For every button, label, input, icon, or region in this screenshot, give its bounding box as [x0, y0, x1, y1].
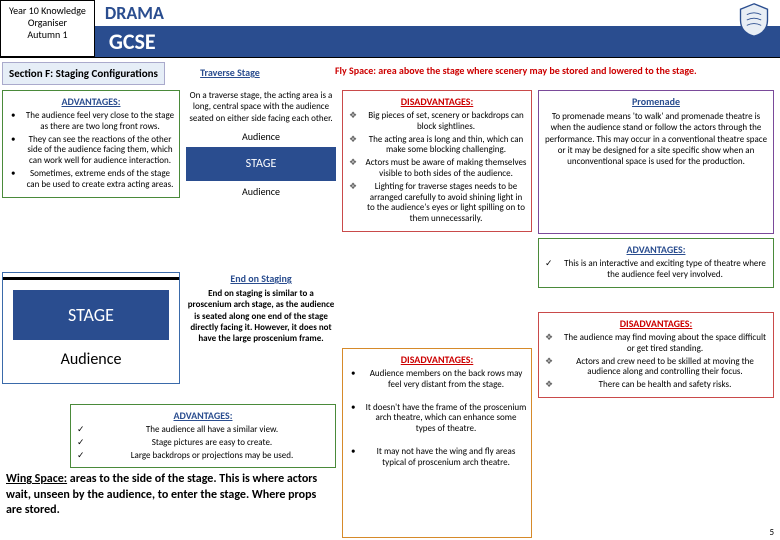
list-item: The audience may find moving about the s…: [553, 333, 769, 355]
list-item: They can see the reactions of the other …: [17, 135, 175, 167]
disadvantages-title: DISADVANTAGES:: [347, 95, 527, 108]
traverse-column: On a traverse stage, the acting area is …: [186, 90, 336, 200]
traverse-disadvantages-block: DISADVANTAGES: Big pieces of set, scener…: [342, 90, 532, 232]
advantages-list: The audience feel very close to the stag…: [7, 111, 175, 191]
list-item: Actors and crew need to be skilled at mo…: [553, 357, 769, 379]
fly-space-label: Fly Space:: [335, 64, 376, 77]
promenade-disadvantages-block: DISADVANTAGES: The audience may find mov…: [538, 312, 774, 398]
endon-desc-column: End on Staging End on staging is similar…: [186, 272, 336, 344]
org-line3: Autumn 1: [9, 29, 86, 41]
disadvantages-title: DISADVANTAGES:: [543, 317, 769, 330]
endon-advantages-block: ADVANTAGES: The audience all have a simi…: [70, 404, 336, 468]
list-item: There can be health and safety risks.: [553, 380, 769, 391]
traverse-advantages-block: ADVANTAGES: The audience feel very close…: [2, 90, 180, 198]
list-item: The audience all have a similar view.: [85, 425, 331, 436]
list-item: Lighting for traverse stages needs to be…: [357, 182, 527, 225]
list-item: This is an interactive and exciting type…: [553, 259, 769, 281]
list-item: Audience members on the back rows may fe…: [357, 369, 527, 391]
advantages-list: The audience all have a similar view. St…: [75, 425, 331, 461]
audience-label-top: Audience: [186, 130, 336, 143]
disadvantages-list: Audience members on the back rows may fe…: [347, 369, 527, 469]
endon-text: End on staging is similar to a prosceniu…: [186, 288, 336, 344]
subject-title: DRAMA: [95, 0, 780, 26]
level-title: GCSE: [95, 26, 780, 57]
list-item: The audience feel very close to the stag…: [17, 111, 175, 133]
content-area: Section F: Staging Configurations Traver…: [0, 58, 780, 89]
list-item: The acting area is long and thin, which …: [357, 135, 527, 157]
list-item: It may not have the wing and fly areas t…: [357, 447, 527, 469]
fly-space-text: area above the stage where scenery may b…: [376, 64, 697, 77]
promenade-advantages-block: ADVANTAGES: This is an interactive and e…: [538, 238, 774, 288]
traverse-desc: On a traverse stage, the acting area is …: [186, 90, 336, 124]
organiser-box: Year 10 Knowledge Organiser Autumn 1: [0, 0, 95, 57]
list-item: It doesn't have the frame of the proscen…: [357, 403, 527, 435]
list-item: Sometimes, extreme ends of the stage can…: [17, 169, 175, 191]
promenade-text: To promenade means 'to walk' and promena…: [543, 111, 769, 167]
endon-audience-label: Audience: [3, 350, 179, 369]
advantages-title: ADVANTAGES:: [75, 409, 331, 422]
traverse-title: Traverse Stage: [200, 66, 260, 79]
endon-disadvantages-block: DISADVANTAGES: Audience members on the b…: [342, 348, 532, 538]
section-title: Section F: Staging Configurations: [2, 62, 165, 85]
promenade-block: Promenade To promenade means 'to walk' a…: [538, 90, 774, 234]
shield-logo-icon: [736, 2, 772, 38]
list-item: Actors must be aware of making themselve…: [357, 158, 527, 180]
endon-diagram-block: STAGE Audience: [2, 272, 180, 384]
list-item: Large backdrops or projections may be us…: [85, 451, 331, 462]
advantages-title: ADVANTAGES:: [543, 243, 769, 256]
wing-space-block: Wing Space: areas to the side of the sta…: [2, 468, 336, 523]
header: Year 10 Knowledge Organiser Autumn 1 DRA…: [0, 0, 780, 58]
advantages-title: ADVANTAGES:: [7, 95, 175, 108]
advantages-list: This is an interactive and exciting type…: [543, 259, 769, 281]
audience-label-bottom: Audience: [186, 185, 336, 198]
list-item: Big pieces of set, scenery or backdrops …: [357, 111, 527, 133]
list-item: Stage pictures are easy to create.: [85, 438, 331, 449]
endon-stage-box: STAGE: [13, 290, 169, 340]
disadvantages-title: DISADVANTAGES:: [347, 353, 527, 366]
endon-title: End on Staging: [186, 272, 336, 285]
disadvantages-list: Big pieces of set, scenery or backdrops …: [347, 111, 527, 225]
page-number: 5: [769, 527, 774, 538]
disadvantages-list: The audience may find moving about the s…: [543, 333, 769, 391]
wing-space-label: Wing Space:: [6, 472, 67, 486]
traverse-stage-box: STAGE: [186, 147, 336, 181]
promenade-title: Promenade: [543, 95, 769, 108]
